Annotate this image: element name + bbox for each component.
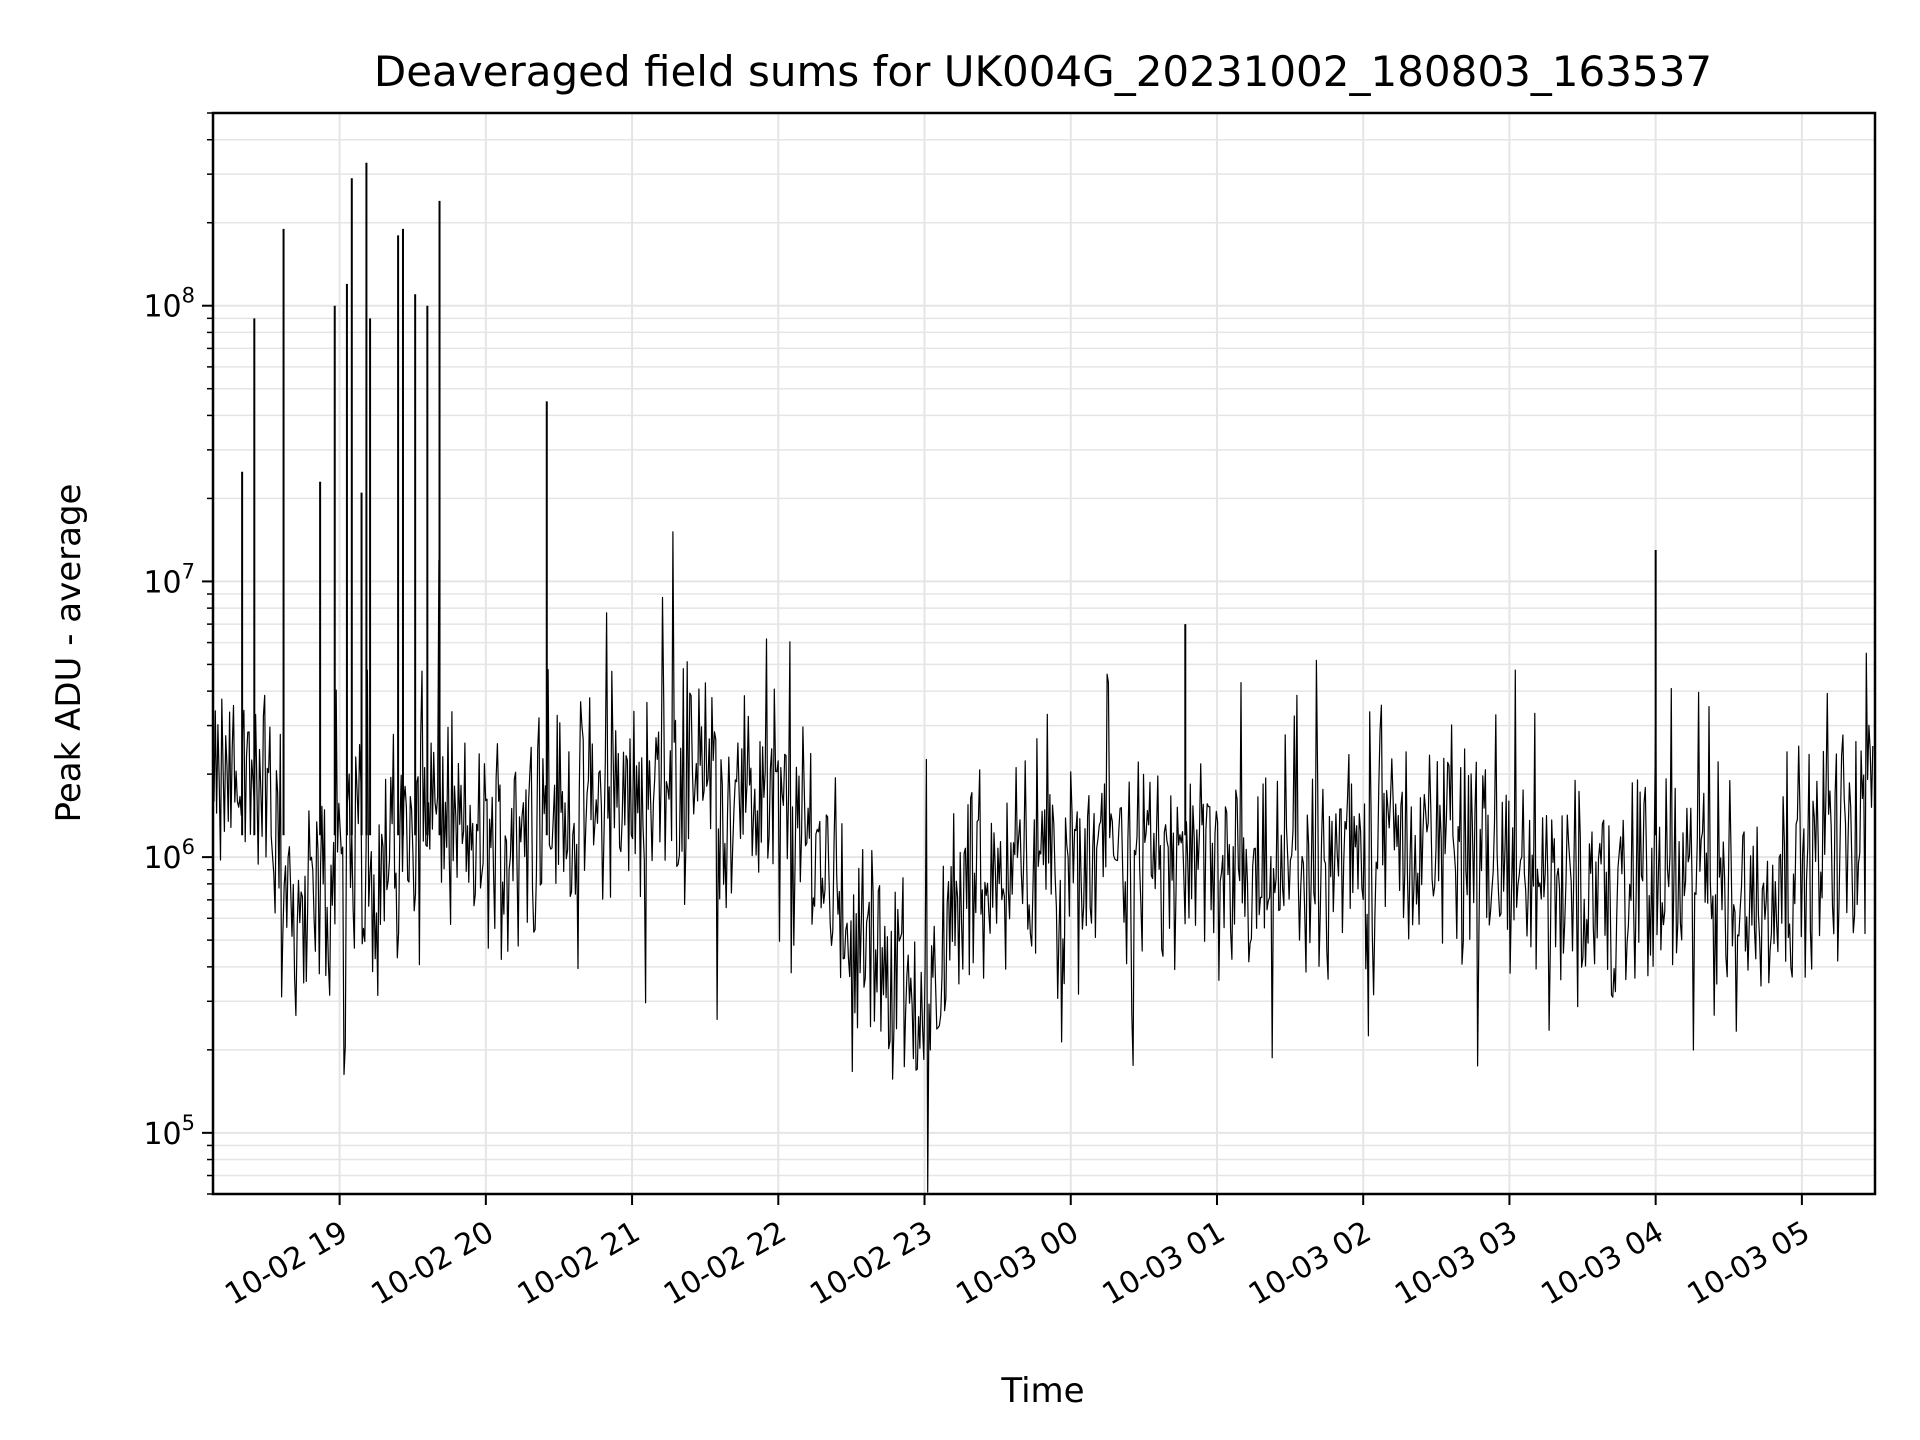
chart-title: Deaveraged field sums for UK004G_2023100…	[374, 47, 1712, 96]
series-layer	[213, 162, 1874, 1193]
y-tick-label: 105	[143, 1111, 195, 1152]
y-axis-title: Peak ADU - average	[49, 484, 89, 823]
x-axis-title: Time	[1000, 1371, 1084, 1411]
y-tick-label: 106	[143, 835, 195, 876]
series-line	[213, 531, 1874, 1193]
y-tick-label: 107	[143, 559, 195, 600]
y-tick-label: 108	[143, 284, 195, 325]
plot-frame	[211, 111, 1877, 1196]
